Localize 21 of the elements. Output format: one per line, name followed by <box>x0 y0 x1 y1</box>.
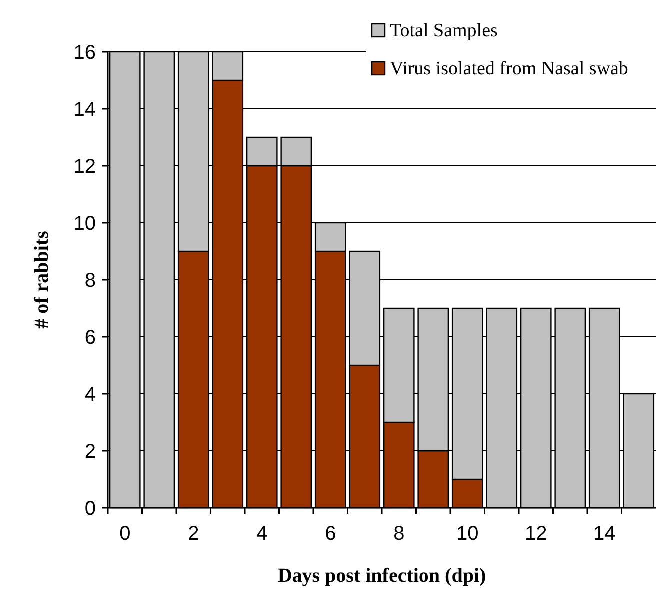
x-tick-label: 8 <box>394 523 405 545</box>
legend-label: Virus isolated from Nasal swab <box>390 58 628 80</box>
x-tick-label: 12 <box>525 523 548 545</box>
y-tick-label: 8 <box>84 270 96 292</box>
x-axis-title: Days post infection (dpi) <box>278 565 486 587</box>
y-tick-label: 6 <box>84 327 96 349</box>
y-tick-label: 4 <box>84 384 96 406</box>
x-tick-label: 0 <box>120 523 131 545</box>
y-tick-label: 2 <box>84 441 96 463</box>
x-tick-label: 14 <box>594 523 616 545</box>
legend-label: Total Samples <box>390 20 498 42</box>
y-tick-label: 12 <box>74 156 96 178</box>
x-tick-label: 4 <box>256 523 268 545</box>
y-tick-label: 16 <box>74 42 96 64</box>
x-tick-label: 6 <box>325 523 336 545</box>
y-tick-label: 14 <box>74 99 96 121</box>
y-tick-label: 0 <box>84 498 96 520</box>
y-axis-title: # of rabbits <box>31 230 53 329</box>
y-tick-label: 10 <box>74 213 96 235</box>
x-tick-label: 10 <box>456 523 479 545</box>
x-tick-label: 2 <box>188 523 200 545</box>
